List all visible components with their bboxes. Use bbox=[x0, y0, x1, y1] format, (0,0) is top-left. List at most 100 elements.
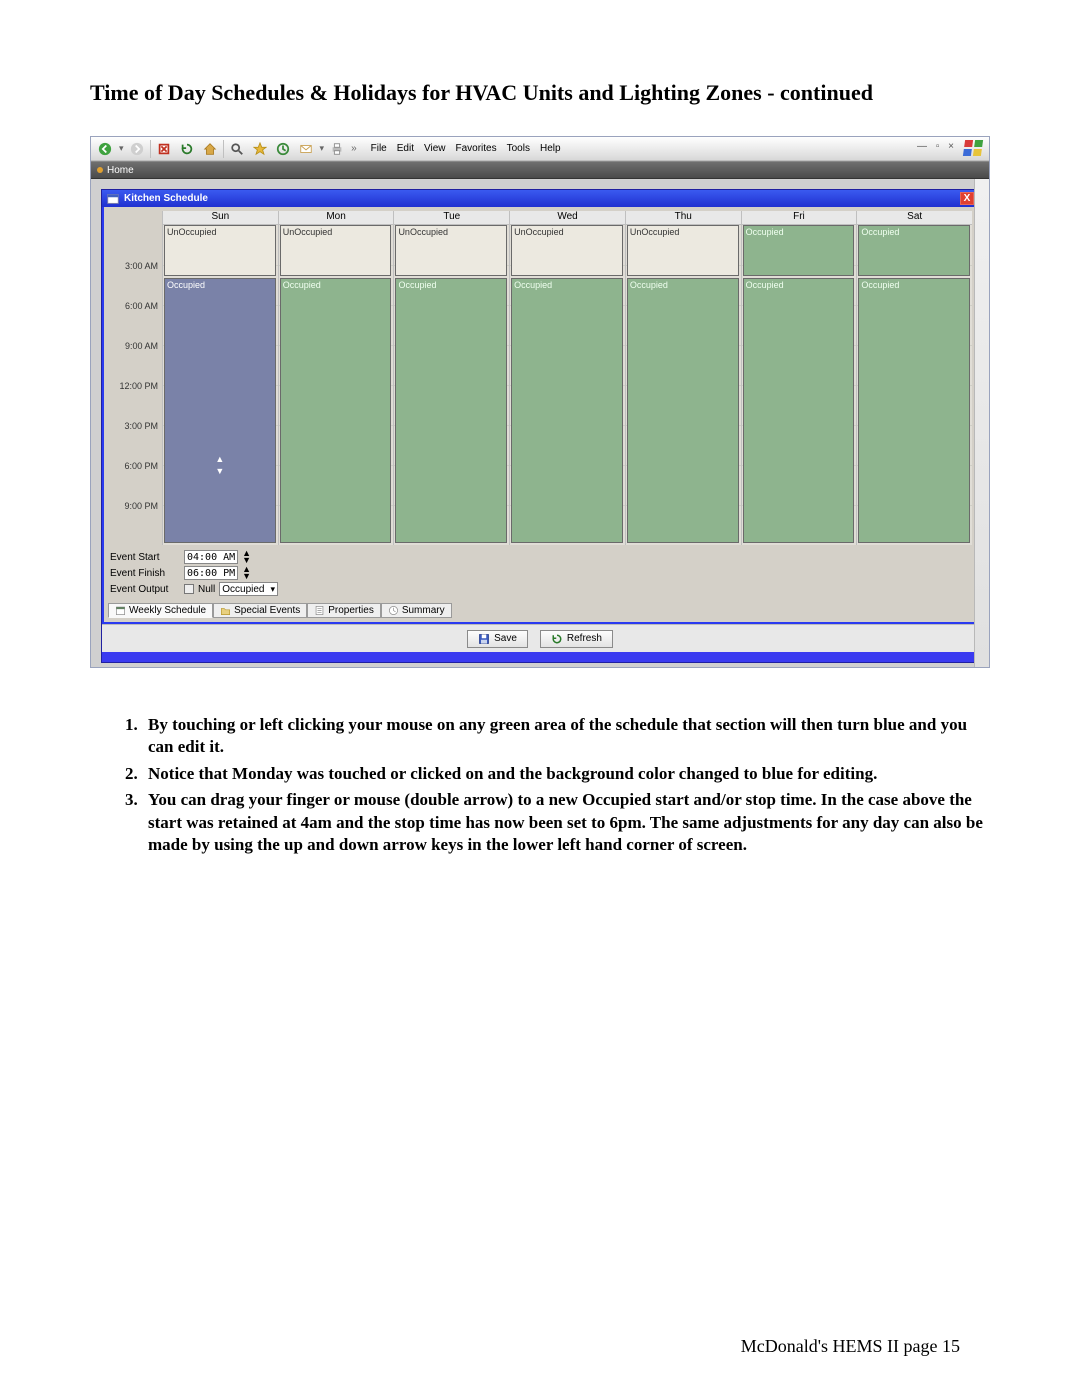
event-output-null: Null bbox=[198, 584, 215, 595]
bottom-panel: Save Refresh bbox=[102, 624, 978, 652]
spinner-icon[interactable]: ▲▼ bbox=[242, 566, 251, 580]
occupied-block[interactable]: Occupied bbox=[511, 278, 623, 543]
resize-handle-up[interactable]: ▲ bbox=[215, 454, 224, 464]
unoccupied-block[interactable]: UnOccupied bbox=[511, 225, 623, 276]
time-label: 12:00 PM bbox=[108, 379, 162, 419]
day-column-wed: Wed UnOccupied Occupied bbox=[509, 211, 625, 545]
schedule-titlebar[interactable]: Kitchen Schedule X bbox=[102, 190, 978, 207]
block-label: UnOccupied bbox=[514, 227, 564, 237]
tab-weekly-label: Weekly Schedule bbox=[129, 605, 206, 616]
occupied-block[interactable]: Occupied bbox=[627, 278, 739, 543]
day-body[interactable]: UnOccupied Occupied bbox=[510, 225, 625, 545]
day-header: Tue bbox=[394, 211, 509, 225]
block-label: Occupied bbox=[630, 280, 668, 290]
stop-icon bbox=[157, 142, 171, 156]
window-controls[interactable]: — ▫ × bbox=[917, 141, 957, 152]
toolbar-overflow-icon[interactable]: » bbox=[350, 143, 357, 154]
event-start-input[interactable]: 04:00 AM bbox=[184, 550, 238, 564]
instruction-item: By touching or left clicking your mouse … bbox=[142, 714, 990, 759]
day-body[interactable]: UnOccupied Occupied bbox=[394, 225, 509, 545]
window-bottom-border bbox=[102, 652, 978, 662]
day-body[interactable]: Occupied Occupied bbox=[857, 225, 972, 545]
block-label: Occupied bbox=[861, 280, 899, 290]
block-label: Occupied bbox=[398, 280, 436, 290]
instruction-item: You can drag your finger or mouse (doubl… bbox=[142, 789, 990, 856]
tab-special-events[interactable]: Special Events bbox=[213, 603, 307, 618]
block-label: Occupied bbox=[861, 227, 899, 237]
occupied-block[interactable]: Occupied bbox=[743, 225, 855, 276]
screenshot-region: ▾ bbox=[90, 136, 990, 668]
day-body[interactable]: UnOccupiedOccupied bbox=[279, 225, 394, 545]
mail-icon bbox=[299, 142, 313, 156]
scrollbar-thumb[interactable] bbox=[977, 181, 987, 206]
print-button[interactable] bbox=[327, 139, 347, 159]
day-header: Wed bbox=[510, 211, 625, 225]
search-icon bbox=[230, 142, 244, 156]
event-finish-input[interactable]: 06:00 PM bbox=[184, 566, 238, 580]
menu-view[interactable]: View bbox=[419, 143, 451, 154]
back-icon bbox=[98, 142, 112, 156]
day-column-fri: FriOccupiedOccupied bbox=[741, 211, 857, 545]
tab-weekly-schedule[interactable]: Weekly Schedule bbox=[108, 603, 213, 618]
viewport: Kitchen Schedule X 3:00 AM6:00 AM9:00 AM… bbox=[91, 179, 989, 667]
print-icon bbox=[330, 142, 344, 156]
block-label: Occupied bbox=[514, 280, 552, 290]
nav-bar: Home bbox=[91, 161, 989, 179]
home-button[interactable] bbox=[200, 139, 220, 159]
properties-icon bbox=[314, 605, 325, 616]
occupied-block[interactable]: Occupied bbox=[395, 278, 507, 543]
occupied-block[interactable]: Occupied bbox=[858, 278, 970, 543]
history-icon bbox=[276, 142, 290, 156]
schedule-grid: 3:00 AM6:00 AM9:00 AM12:00 PM3:00 PM6:00… bbox=[108, 211, 972, 545]
back-dropdown-icon[interactable]: ▾ bbox=[118, 143, 124, 154]
block-label: UnOccupied bbox=[630, 227, 680, 237]
save-button[interactable]: Save bbox=[467, 630, 528, 648]
unoccupied-block[interactable]: UnOccupied bbox=[164, 225, 276, 276]
menu-favorites[interactable]: Favorites bbox=[450, 143, 501, 154]
menu-file[interactable]: File bbox=[366, 143, 392, 154]
forward-button[interactable] bbox=[127, 139, 147, 159]
occupied-block[interactable]: Occupied bbox=[858, 225, 970, 276]
favorites-button[interactable] bbox=[250, 139, 270, 159]
event-output-select[interactable]: Occupied bbox=[219, 582, 278, 596]
back-button[interactable] bbox=[95, 139, 115, 159]
day-body[interactable]: Occupied Occupied bbox=[742, 225, 857, 545]
block-label: UnOccupied bbox=[398, 227, 448, 237]
instruction-item: Notice that Monday was touched or clicke… bbox=[142, 763, 990, 785]
search-button[interactable] bbox=[227, 139, 247, 159]
occupied-block[interactable]: Occupied bbox=[743, 278, 855, 543]
refresh-toolbar-button[interactable] bbox=[177, 139, 197, 159]
home-nav-label[interactable]: Home bbox=[107, 165, 134, 176]
day-body[interactable]: UnOccupiedOccupied▲▼ bbox=[163, 225, 278, 545]
menu-tools[interactable]: Tools bbox=[502, 143, 535, 154]
block-label: Occupied bbox=[746, 280, 784, 290]
occupied-block[interactable]: Occupied bbox=[280, 278, 392, 543]
mail-dropdown-icon[interactable]: ▾ bbox=[319, 143, 325, 154]
unoccupied-block[interactable]: UnOccupied bbox=[627, 225, 739, 276]
event-controls: Event Start 04:00 AM ▲▼ Event Finish 06:… bbox=[108, 545, 972, 599]
schedule-window-title: Kitchen Schedule bbox=[124, 193, 208, 204]
resize-handle-down[interactable]: ▼ bbox=[215, 466, 224, 476]
refresh-button[interactable]: Refresh bbox=[540, 630, 613, 648]
save-icon bbox=[478, 633, 490, 645]
tab-summary[interactable]: Summary bbox=[381, 603, 452, 618]
spinner-icon[interactable]: ▲▼ bbox=[242, 550, 251, 564]
day-column-tue: Tue UnOccupied Occupied bbox=[393, 211, 509, 545]
tab-bar: Weekly Schedule Special Events Propertie… bbox=[108, 603, 972, 618]
stop-button[interactable] bbox=[154, 139, 174, 159]
event-finish-label: Event Finish bbox=[110, 568, 180, 579]
day-body[interactable]: UnOccupied Occupied bbox=[626, 225, 741, 545]
tab-properties[interactable]: Properties bbox=[307, 603, 381, 618]
menu-help[interactable]: Help bbox=[535, 143, 566, 154]
menu-edit[interactable]: Edit bbox=[392, 143, 419, 154]
history-button[interactable] bbox=[273, 139, 293, 159]
unoccupied-block[interactable]: UnOccupied bbox=[280, 225, 392, 276]
mail-button[interactable] bbox=[296, 139, 316, 159]
unoccupied-block[interactable]: UnOccupied bbox=[395, 225, 507, 276]
star-icon bbox=[253, 142, 267, 156]
occupied-block[interactable]: Occupied▲▼ bbox=[164, 278, 276, 543]
instructions-list: By touching or left clicking your mouse … bbox=[90, 714, 990, 857]
day-header: Sat bbox=[857, 211, 972, 225]
block-label: UnOccupied bbox=[167, 227, 217, 237]
window-close-button[interactable]: X bbox=[960, 192, 974, 205]
